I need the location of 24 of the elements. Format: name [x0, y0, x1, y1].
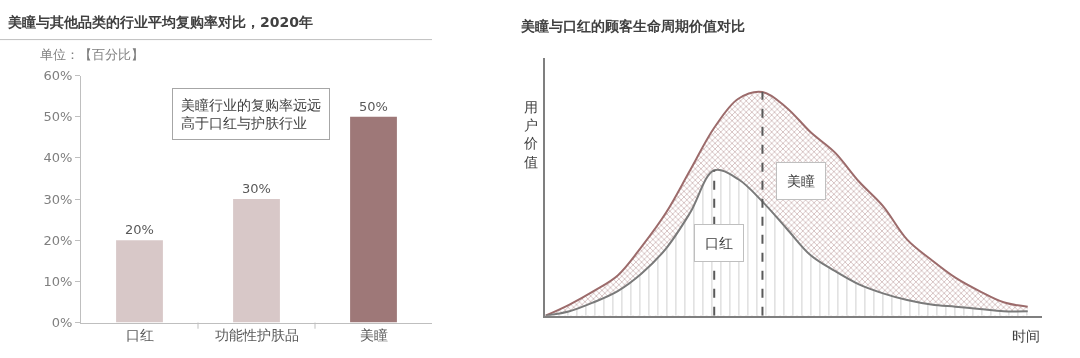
- series-label: 口红: [705, 235, 733, 251]
- x-tick-label: 口红: [125, 327, 154, 344]
- y-tick-label: 10%: [43, 273, 73, 289]
- data-label: 50%: [359, 98, 388, 114]
- x-tick-label: 美瞳: [359, 327, 388, 344]
- chart-subtitle: 单位：【百分比】: [40, 47, 144, 62]
- bar: [116, 240, 163, 323]
- series-label: 美瞳: [787, 173, 815, 189]
- y-tick-label: 40%: [43, 150, 73, 166]
- chart-title: 美瞳与口红的顾客生命周期价值对比: [520, 18, 745, 34]
- x-axis-title: 时间: [1012, 328, 1040, 344]
- y-tick-label: 50%: [43, 109, 73, 125]
- y-tick-label: 20%: [43, 232, 73, 248]
- y-tick-label: 0%: [51, 315, 73, 331]
- chart-title: 美瞳与其他品类的行业平均复购率对比，2020年: [7, 14, 313, 30]
- annotation: 美瞳行业的复购率远远高于口红与护肤行业: [181, 97, 321, 132]
- bar: [233, 199, 280, 323]
- data-label: 20%: [125, 222, 154, 238]
- bar: [350, 116, 397, 323]
- data-label: 30%: [242, 181, 271, 197]
- y-tick-label: 60%: [43, 68, 73, 84]
- y-axis-title: 用户价值: [523, 99, 538, 170]
- x-tick-label: 功能性护肤品: [214, 327, 299, 344]
- y-tick-label: 30%: [43, 191, 73, 207]
